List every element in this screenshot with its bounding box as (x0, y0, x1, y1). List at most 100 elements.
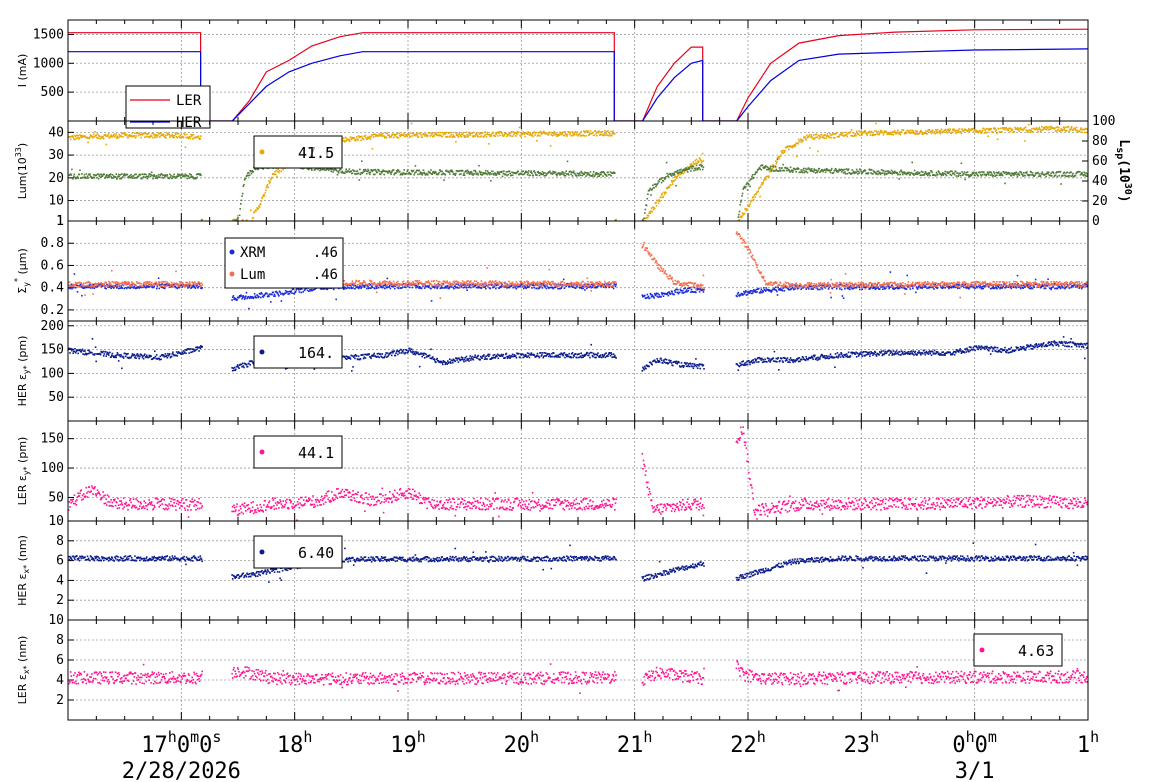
panel-frame (67, 619, 1089, 721)
plot-area (68, 336, 1088, 372)
panel-ler_eps_x: 2 4 6 8 10 LER εx* (nm) 4.63 (16, 613, 1089, 721)
ytick-label: 2 (56, 693, 64, 708)
readout-box (253, 435, 343, 469)
series-points (68, 542, 1088, 583)
plot-area (68, 426, 1088, 521)
readout-value: 44.1 (298, 444, 334, 462)
readout-marker (259, 549, 265, 555)
panel-frame (67, 19, 1089, 122)
legend-label: LER (176, 93, 202, 109)
legend-value: .46 (313, 267, 338, 283)
y-axis-label: Σy* (μm) (13, 248, 31, 293)
xtick-label: 19h (390, 728, 426, 758)
panel-ler_eps_y: 10 50 100 150 LER εy* (pm) 44.1 (16, 420, 1089, 529)
right-ytick-label: 40 (1092, 174, 1108, 189)
ytick-label: 30 (48, 148, 64, 163)
right-ytick-label: 20 (1092, 194, 1108, 209)
legend: LER HER (125, 85, 211, 131)
series-points (68, 660, 1088, 694)
ytick-label: 1000 (33, 56, 64, 71)
readout-marker (259, 449, 265, 455)
right-axis-label: Lsp(1030) (1114, 139, 1133, 202)
ytick-label: 1500 (33, 27, 64, 42)
ytick-label: 8 (56, 633, 64, 648)
legend-value: .46 (313, 245, 338, 261)
legend-label: XRM (240, 245, 265, 261)
panel-current: 500 1000 1500 I (mA) LER HER (16, 19, 1089, 131)
readout-marker (259, 149, 265, 155)
series-line (68, 28, 1088, 121)
readout-value: 41.5 (298, 144, 334, 162)
panel-her_eps_y: 50 100 150 200 HER εy* (pm) 164. (16, 319, 1089, 422)
legend-box (224, 237, 344, 289)
readout: 6.40 (253, 535, 343, 569)
ytick-label: 4 (56, 673, 64, 688)
ytick-label: 6 (56, 554, 64, 569)
ytick-label: 10 (48, 514, 64, 529)
readout: 4.63 (973, 633, 1063, 667)
y-axis-label: I (mA) (16, 54, 29, 88)
panel-sigma_y: 0.2 0.4 0.6 0.8 1 Σy* (μm) XRM .46 Lum .46 (13, 214, 1089, 322)
xtick-label: 17h0m0s (141, 728, 221, 758)
readout-value: 4.63 (1018, 642, 1054, 660)
readout: 44.1 (253, 435, 343, 469)
panel-frame (67, 220, 1089, 322)
xtick-label: 23h (844, 728, 880, 758)
ytick-label: 0.8 (41, 236, 64, 251)
panel-frame (67, 520, 1089, 621)
ytick-label: 4 (56, 573, 64, 588)
panel-her_eps_x: 2 4 6 8 HER εx* (nm) 6.40 (16, 520, 1089, 621)
xtick-label: 20h (504, 728, 540, 758)
plot-area (68, 542, 1088, 583)
legend-marker (229, 249, 235, 255)
readout-box (253, 335, 343, 369)
ytick-label: 50 (48, 490, 64, 505)
right-ytick-label: 60 (1092, 154, 1108, 169)
ytick-label: 40 (48, 125, 64, 140)
legend-marker (229, 271, 235, 277)
ytick-label: 2 (56, 593, 64, 608)
readout-value: 6.40 (298, 544, 334, 562)
readout-marker (259, 349, 265, 355)
xtick-label: 0h0m (952, 728, 997, 758)
ytick-label: 500 (41, 85, 64, 100)
ytick-label: 50 (48, 390, 64, 405)
readout: 164. (253, 335, 343, 369)
xtick-label: 1h (1077, 728, 1099, 758)
ytick-label: 200 (41, 319, 64, 334)
series-points (68, 426, 1088, 521)
ytick-label: 1 (56, 214, 64, 229)
xtick-label: 22h (730, 728, 766, 758)
panel-frame (67, 420, 1089, 522)
ytick-label: 1 (56, 214, 64, 229)
plot-area (68, 121, 1088, 221)
series-line (68, 48, 1088, 121)
ytick-label: 6 (56, 653, 64, 668)
ytick-label: 8 (56, 534, 64, 549)
series-points (68, 154, 1088, 221)
y-axis-label: LER εx* (nm) (16, 636, 31, 705)
right-ytick-label: 80 (1092, 134, 1108, 149)
legend: XRM .46 Lum .46 (224, 237, 344, 289)
readout: 47.641.5 (253, 135, 343, 169)
readout-box (253, 535, 343, 569)
y-axis-label: HER εx* (nm) (16, 535, 31, 606)
ytick-label: 0.6 (41, 258, 64, 273)
right-ytick-label: 100 (1092, 114, 1115, 129)
ytick-label: 10 (48, 613, 64, 628)
plot-area (68, 28, 1088, 121)
readout-box (253, 135, 343, 169)
readout-value: 164. (298, 344, 334, 362)
x-axis-labels: 17h0m0s 18h 19h 20h 21h 22h 23h 0h0m 1h 2/28/2026… (122, 728, 1099, 782)
panel-frame (67, 320, 1089, 422)
date-label: 3/1 (955, 759, 995, 782)
ytick-label: 20 (48, 171, 64, 186)
series-points (68, 271, 1088, 310)
xtick-label: 18h (277, 728, 313, 758)
ytick-label: 150 (41, 432, 64, 447)
readout-marker (979, 647, 985, 653)
xtick-label: 21h (617, 728, 653, 758)
legend-label: HER (176, 115, 202, 131)
